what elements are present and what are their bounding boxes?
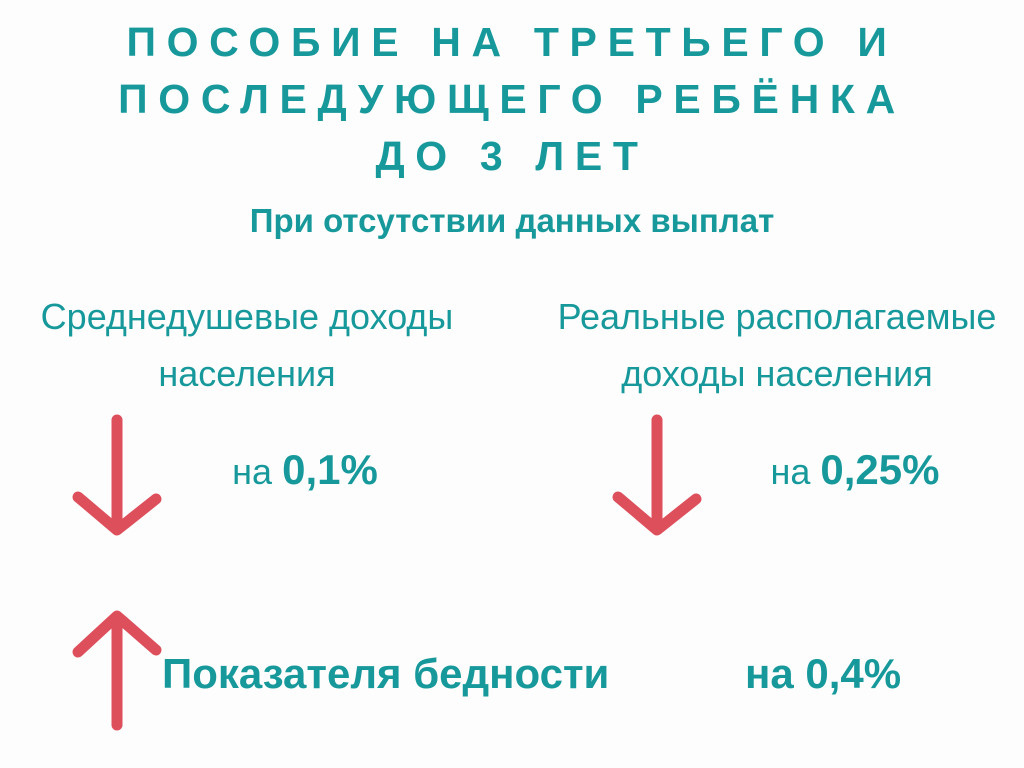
- page-title: ПОСОБИЕ НА ТРЕТЬЕГО И ПОСЛЕДУЮЩЕГО РЕБЁН…: [0, 14, 1024, 185]
- decrease-percent: 0,1%: [282, 446, 378, 493]
- decrease-prefix: на: [770, 451, 811, 492]
- title-line-1: ПОСОБИЕ НА ТРЕТЬЕГО И: [126, 19, 898, 65]
- subtitle: При отсутствии данных выплат: [249, 202, 775, 239]
- up-arrow-icon: [67, 606, 167, 731]
- poverty-indicator-label: Показателя бедности: [162, 650, 610, 697]
- poverty-increase-value: на 0,4%: [745, 650, 901, 698]
- decrease-prefix: на: [232, 451, 273, 492]
- title-line-3: ДО 3 ЛЕТ: [375, 133, 649, 179]
- down-arrow-icon: [67, 412, 167, 537]
- title-line-2: ПОСЛЕДУЮЩЕГО РЕБЁНКА: [118, 76, 906, 122]
- column-heading-per-capita-income: Среднедушевые доходы населения: [40, 296, 454, 394]
- per-capita-income-decrease-value: на 0,1%: [175, 438, 435, 504]
- increase-prefix: на: [745, 650, 794, 697]
- decrease-percent: 0,25%: [820, 446, 940, 493]
- column-heading-real-disposable-income: Реальные располагаемые доходы населения: [557, 296, 997, 394]
- increase-percent: 0,4%: [805, 650, 902, 697]
- down-arrow-icon: [607, 412, 707, 537]
- real-disposable-income-decrease-value: на 0,25%: [710, 438, 1000, 504]
